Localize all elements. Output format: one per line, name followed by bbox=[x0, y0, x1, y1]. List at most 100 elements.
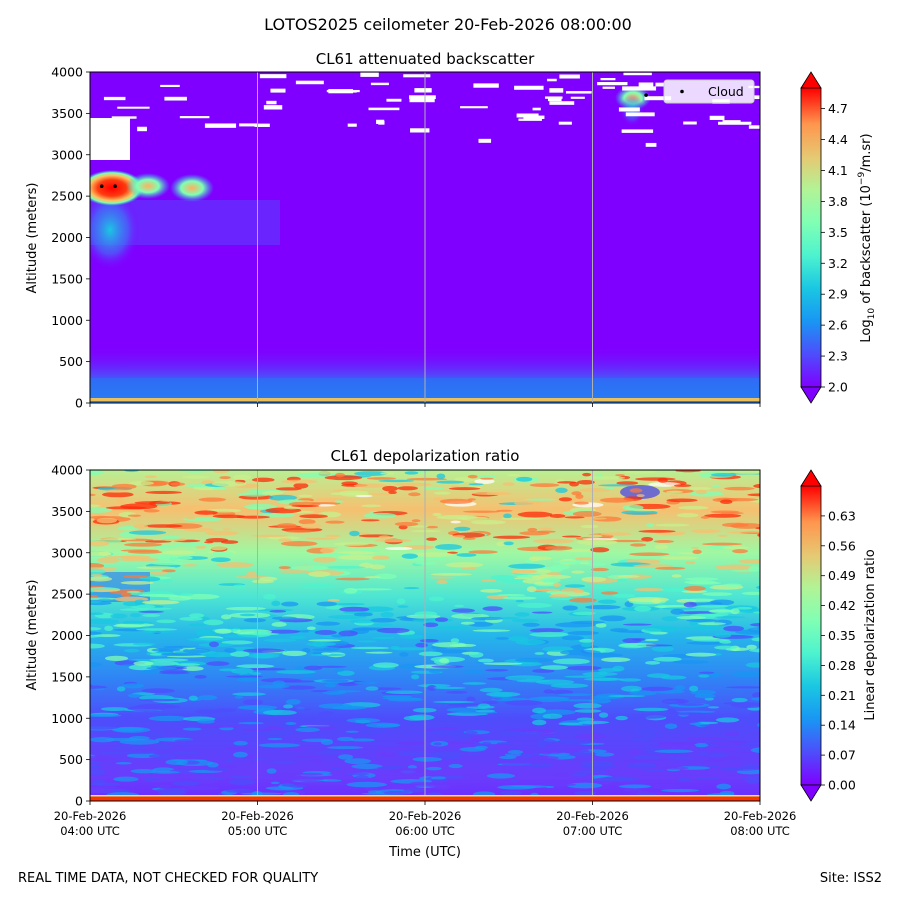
depol-texture-streak bbox=[346, 781, 388, 788]
depol-texture-streak bbox=[178, 470, 214, 473]
depol-texture-streak bbox=[350, 646, 390, 650]
depol-texture-streak bbox=[98, 538, 137, 541]
depol-texture-streak bbox=[249, 632, 280, 636]
depolarization-y-ticks: 0 500 1000 1500 2000 2500 3000 3500 4000 bbox=[51, 463, 90, 809]
depol-texture-streak bbox=[324, 534, 341, 538]
depol-texture-streak bbox=[188, 623, 208, 627]
x-tick-date: 20-Feb-2026 bbox=[54, 809, 127, 823]
depol-texture-streak bbox=[408, 781, 434, 787]
depol-texture-streak bbox=[90, 685, 108, 689]
depol-texture-streak bbox=[643, 769, 666, 772]
depol-texture-streak bbox=[629, 552, 670, 556]
depol-texture-streak bbox=[633, 707, 669, 712]
depol-texture-streak bbox=[549, 514, 566, 518]
colorbar-tick-label: 2.3 bbox=[828, 349, 848, 364]
depol-texture-streak bbox=[426, 525, 439, 529]
depol-texture-streak bbox=[275, 487, 302, 491]
depol-texture-streak bbox=[433, 742, 442, 746]
depol-texture-streak bbox=[324, 565, 366, 569]
depol-texture-streak bbox=[198, 652, 237, 658]
depol-texture-streak bbox=[762, 653, 772, 659]
depol-texture-streak bbox=[616, 481, 639, 485]
depol-texture-streak bbox=[552, 658, 590, 665]
missing-data-streak bbox=[239, 123, 258, 127]
depol-texture-streak bbox=[664, 712, 707, 715]
depol-texture-streak bbox=[142, 600, 180, 605]
depol-texture-streak bbox=[511, 618, 540, 623]
depol-texture-streak bbox=[433, 686, 466, 690]
depol-texture-streak bbox=[182, 727, 202, 731]
depol-texture-streak bbox=[308, 639, 342, 642]
x-tick-time: 06:00 UTC bbox=[395, 824, 455, 838]
depol-texture-streak bbox=[172, 780, 200, 787]
depol-texture-streak bbox=[225, 606, 266, 611]
y-tick-label: 3000 bbox=[51, 545, 83, 560]
depol-texture-streak bbox=[529, 756, 559, 761]
missing-data-streak bbox=[164, 96, 187, 101]
missing-data-streak bbox=[545, 96, 563, 99]
depol-texture-streak bbox=[382, 695, 413, 699]
depol-texture-streak bbox=[445, 562, 484, 568]
depol-texture-streak bbox=[497, 593, 526, 597]
depol-texture-streak bbox=[418, 651, 443, 657]
depol-texture-streak bbox=[612, 593, 636, 598]
depol-texture-streak bbox=[434, 617, 449, 622]
depol-texture-streak bbox=[448, 487, 481, 491]
depol-texture-streak bbox=[632, 713, 667, 719]
depol-texture-streak bbox=[208, 641, 219, 648]
depol-texture-streak bbox=[158, 784, 172, 789]
depol-texture-streak bbox=[564, 584, 586, 588]
depol-texture-streak bbox=[740, 776, 760, 781]
depol-texture-streak bbox=[690, 689, 717, 696]
depol-texture-streak bbox=[659, 556, 699, 560]
depol-texture-streak bbox=[234, 695, 244, 699]
depol-texture-streak bbox=[599, 615, 626, 622]
depolarization-plot-area bbox=[90, 470, 772, 801]
missing-data-streak bbox=[645, 142, 657, 147]
depol-texture-streak bbox=[467, 474, 478, 479]
depol-texture-streak bbox=[477, 703, 491, 709]
x-tick-date: 20-Feb-2026 bbox=[724, 809, 797, 823]
depol-texture-streak bbox=[697, 622, 726, 626]
depolarization-ylabel: Altitude (meters) bbox=[25, 580, 40, 691]
depol-texture-streak bbox=[345, 730, 359, 733]
depol-texture-streak bbox=[345, 772, 370, 776]
depol-texture-streak bbox=[143, 509, 160, 513]
depol-texture-streak bbox=[104, 625, 113, 632]
depol-texture-streak bbox=[316, 750, 344, 755]
missing-data-streak bbox=[748, 125, 760, 129]
depol-texture-streak bbox=[558, 497, 573, 502]
missing-data-streak bbox=[644, 96, 672, 101]
depol-texture-streak bbox=[415, 642, 428, 648]
depol-texture-streak bbox=[600, 591, 619, 595]
depol-texture-streak bbox=[353, 612, 373, 617]
depol-texture-streak bbox=[551, 560, 593, 564]
depol-texture-streak bbox=[723, 583, 742, 588]
depol-texture-streak bbox=[522, 622, 540, 627]
depol-texture-streak bbox=[762, 750, 772, 753]
depol-texture-streak bbox=[507, 749, 524, 755]
depol-texture-streak bbox=[633, 564, 674, 568]
depol-texture-streak bbox=[149, 653, 164, 656]
depolarization-panel: CL61 depolarization ratio 0 500 1000 1500 20… bbox=[25, 447, 878, 860]
depol-texture-streak bbox=[120, 555, 151, 560]
depol-texture-streak bbox=[704, 759, 725, 762]
depol-texture-streak bbox=[198, 497, 227, 502]
depol-texture-streak bbox=[295, 772, 324, 776]
depol-texture-streak bbox=[395, 741, 427, 745]
colorbar-gradient bbox=[800, 87, 822, 388]
depol-texture-streak bbox=[448, 764, 463, 769]
depol-texture-streak bbox=[655, 523, 690, 527]
depol-texture-streak bbox=[96, 557, 120, 564]
depol-texture-streak bbox=[341, 481, 358, 486]
depol-texture-streak bbox=[291, 505, 320, 508]
depol-texture-streak bbox=[110, 613, 128, 619]
depol-texture-streak bbox=[349, 530, 360, 537]
backscatter-colorbar-label: Log10 of backscatter (10−9/m.sr) bbox=[857, 133, 877, 342]
depol-texture-streak bbox=[495, 637, 510, 640]
depol-texture-streak bbox=[628, 690, 657, 696]
depol-texture-streak bbox=[531, 574, 572, 580]
depolarization-colorbar: 0.00 0.07 0.14 0.21 0.28 0.35 0.42 0.49 0.56 0.63… bbox=[800, 469, 878, 802]
depol-texture-streak bbox=[199, 725, 240, 728]
depol-texture-streak bbox=[552, 718, 574, 721]
